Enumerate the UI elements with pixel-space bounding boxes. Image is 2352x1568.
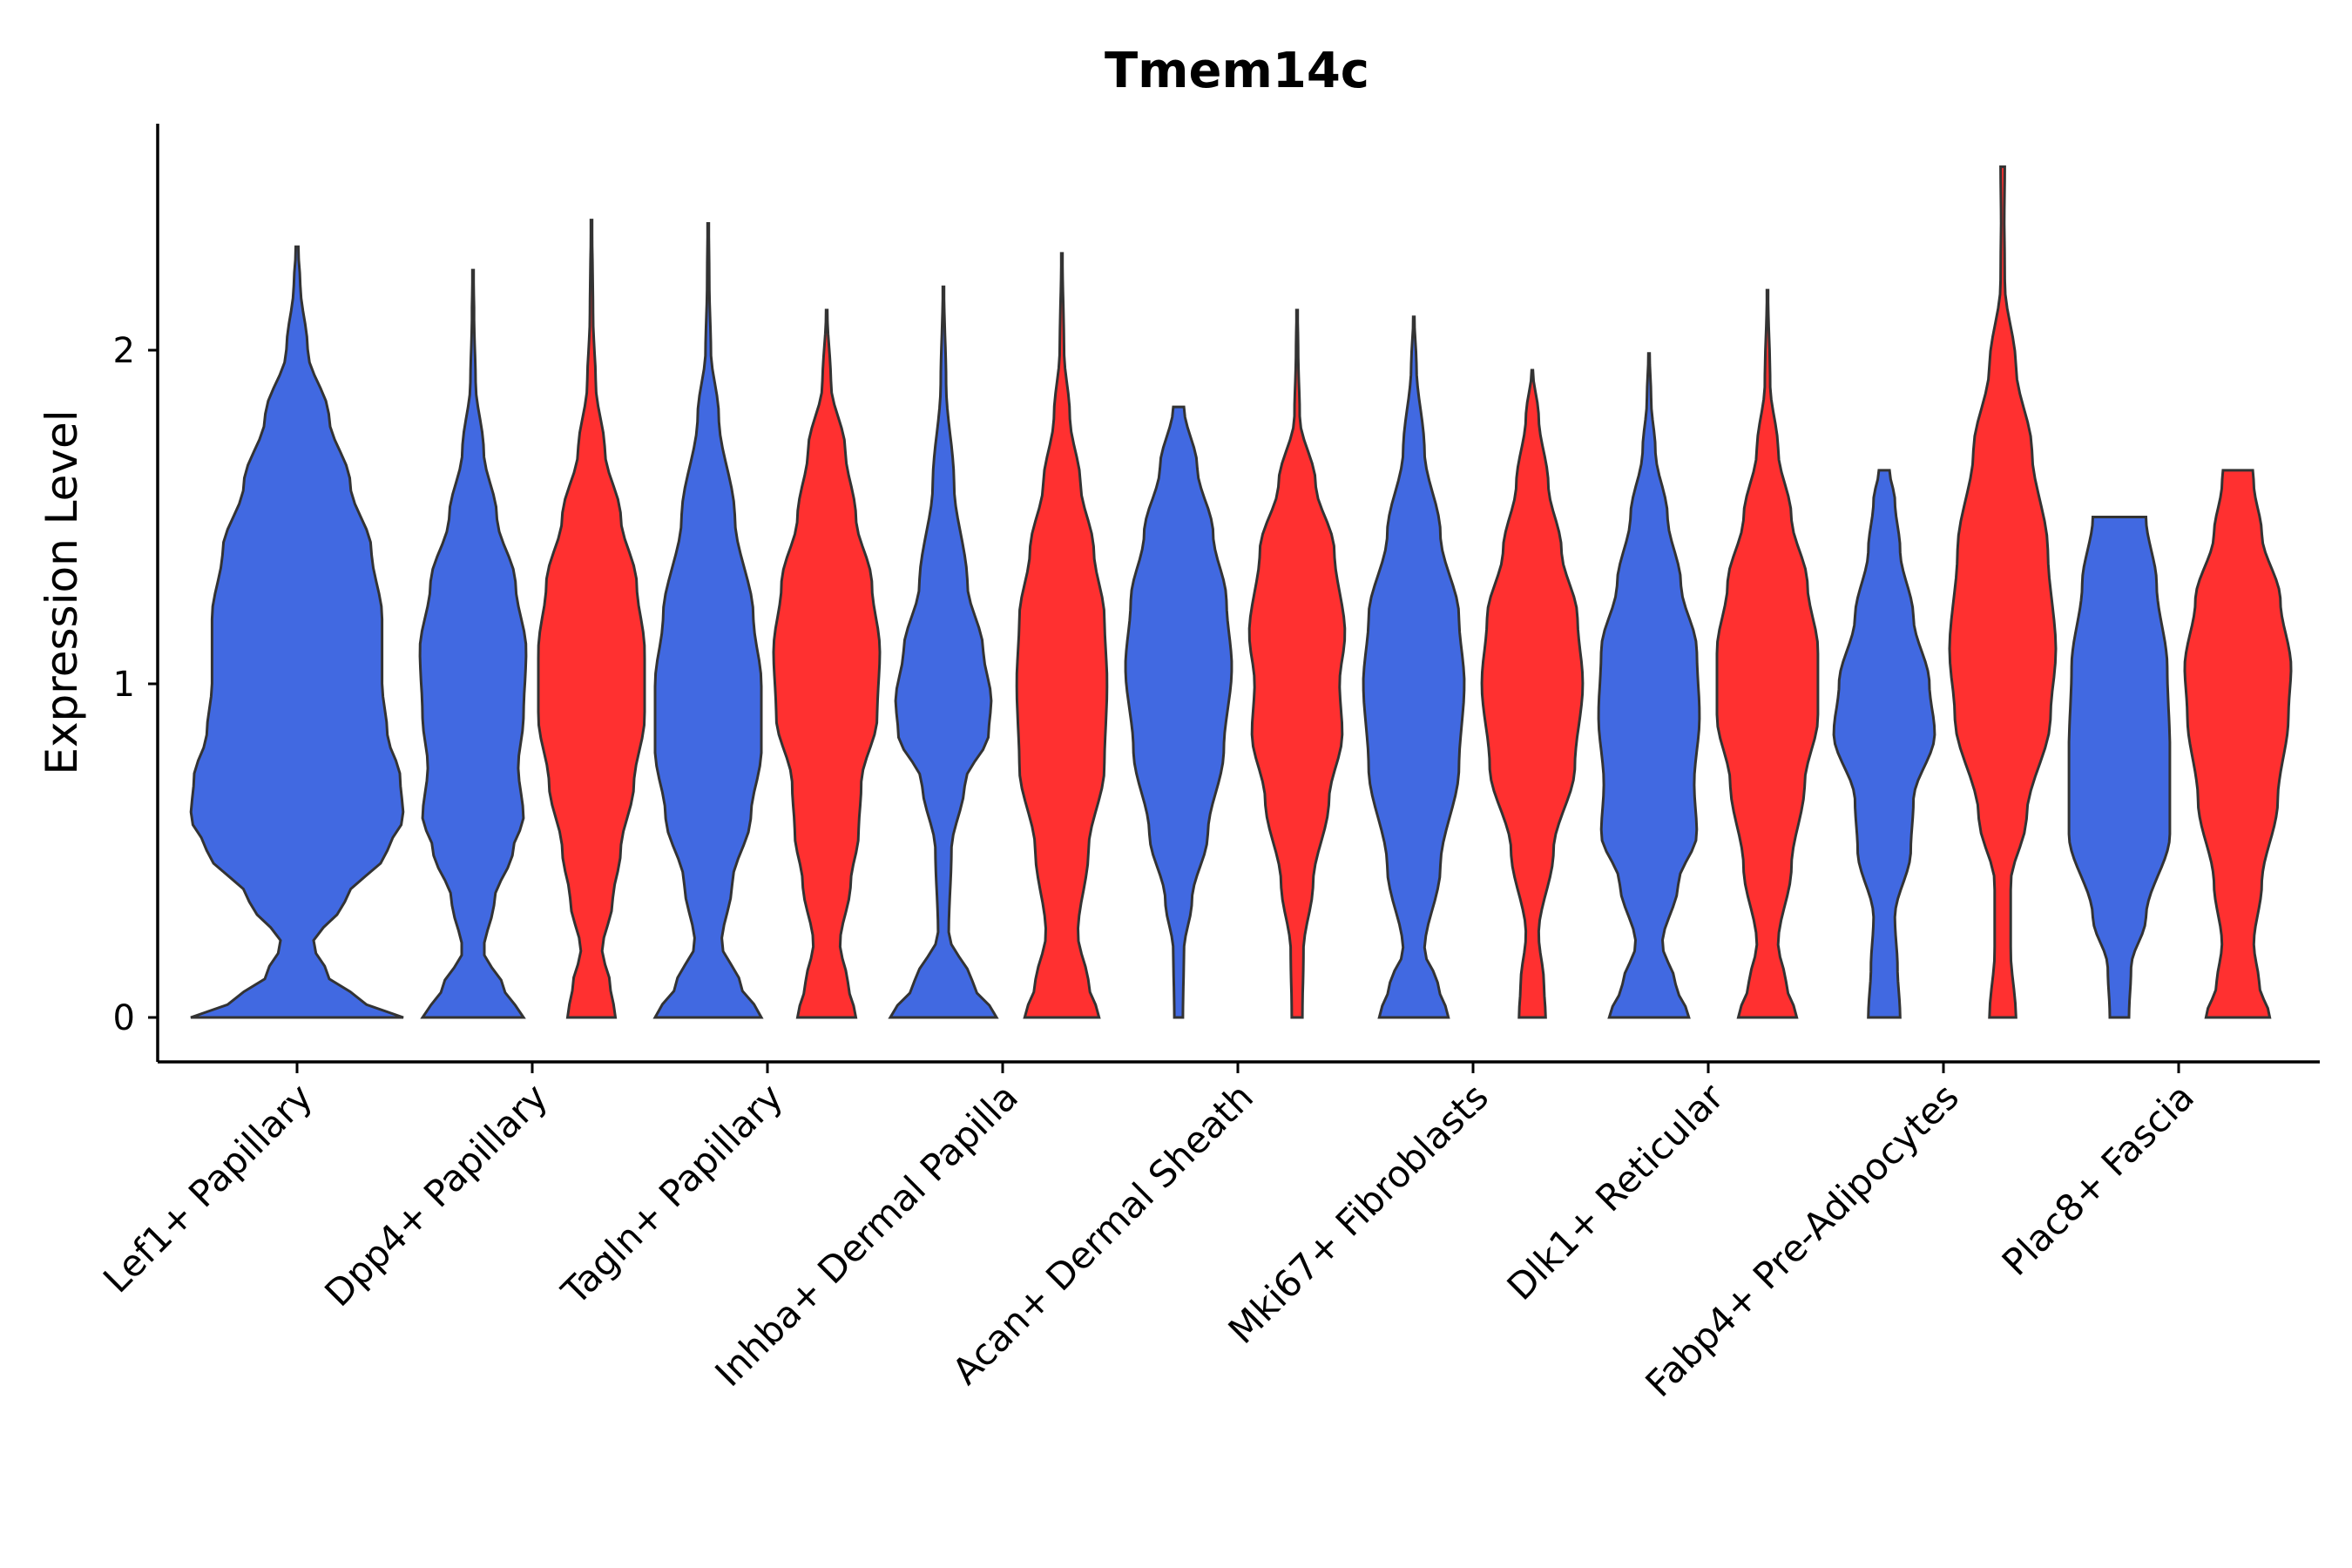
x-tick-label-6: Mki67+ Fibroblasts [1220,1075,1497,1351]
violin-5-red [1247,308,1347,1019]
violin-3-blue [652,222,764,1019]
x-tick-label-2: Dpp4+ Papillary [316,1075,556,1315]
y-ticks: 0 1 2 [113,331,158,1038]
chart-title: Tmem14c [1105,43,1369,99]
violin-2-blue [418,268,528,1019]
violin-7-red [1715,288,1820,1019]
x-tick-label-3: Tagln+ Papillary [553,1075,791,1313]
violin-5-blue [1124,405,1233,1019]
violin-9-blue [2067,516,2172,1019]
violin-1-blue [189,245,405,1019]
violin-layer [189,165,2293,1019]
violin-7-blue [1597,352,1701,1019]
violin-8-red [1948,165,2058,1019]
y-tick-label-1: 1 [113,665,135,705]
violin-6-red [1480,368,1585,1019]
x-tick-label-1: Lef1+ Papillary [95,1075,321,1301]
y-axis-label: Expression Level [37,409,87,774]
y-tick-label-0: 0 [113,998,135,1038]
x-tick-label-9: Plac8+ Fascia [1994,1075,2202,1283]
violin-2-red [537,219,646,1019]
violin-8-blue [1832,469,1936,1019]
violin-4-blue [888,285,999,1019]
violin-3-red [772,308,882,1019]
violin-9-red [2183,469,2293,1019]
violin-6-blue [1362,315,1466,1019]
violin-4-red [1015,252,1109,1019]
y-tick-label-2: 2 [113,331,135,371]
x-tick-label-7: Dlk1+ Reticular [1499,1075,1733,1308]
